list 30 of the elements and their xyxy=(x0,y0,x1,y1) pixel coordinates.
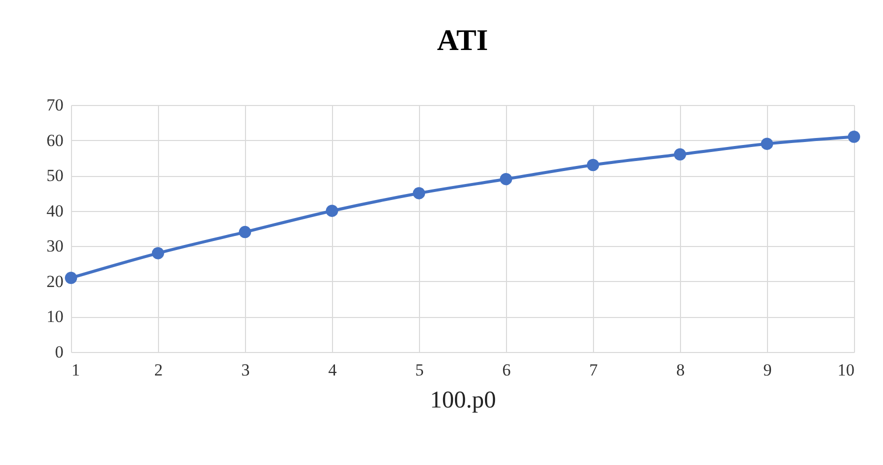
y-tick-label: 20 xyxy=(46,272,64,291)
x-tick-label: 10 xyxy=(838,360,854,380)
x-tick-label: 9 xyxy=(763,360,772,380)
y-tick-label: 40 xyxy=(46,201,64,220)
x-tick-label: 6 xyxy=(502,360,511,380)
point xyxy=(500,172,512,186)
x-tick-label: 2 xyxy=(154,360,163,380)
y-tick-label: 30 xyxy=(46,236,64,256)
y-tick-label: 10 xyxy=(46,307,64,326)
x-tick-label: 5 xyxy=(415,360,424,380)
x-tick-label: 4 xyxy=(328,360,338,380)
point xyxy=(326,204,338,217)
x-tick-label: 7 xyxy=(589,360,598,380)
x-tick-label: 3 xyxy=(241,360,250,380)
point xyxy=(64,272,78,284)
x-axis-title: 100.p0 xyxy=(430,388,496,414)
point xyxy=(674,148,686,161)
x-tick-label: 1 xyxy=(72,360,80,380)
point xyxy=(238,226,252,238)
x-tick-label: 8 xyxy=(676,360,685,380)
y-tick-label: 0 xyxy=(55,342,64,362)
y-tick-label: 60 xyxy=(46,130,64,150)
point xyxy=(152,247,164,260)
point xyxy=(760,138,774,150)
y-tick-label: 50 xyxy=(46,166,64,186)
point xyxy=(848,130,860,143)
point xyxy=(412,187,426,200)
y-tick-label: 70 xyxy=(46,96,64,114)
chart-title: ATI xyxy=(436,24,488,57)
point xyxy=(586,158,600,172)
